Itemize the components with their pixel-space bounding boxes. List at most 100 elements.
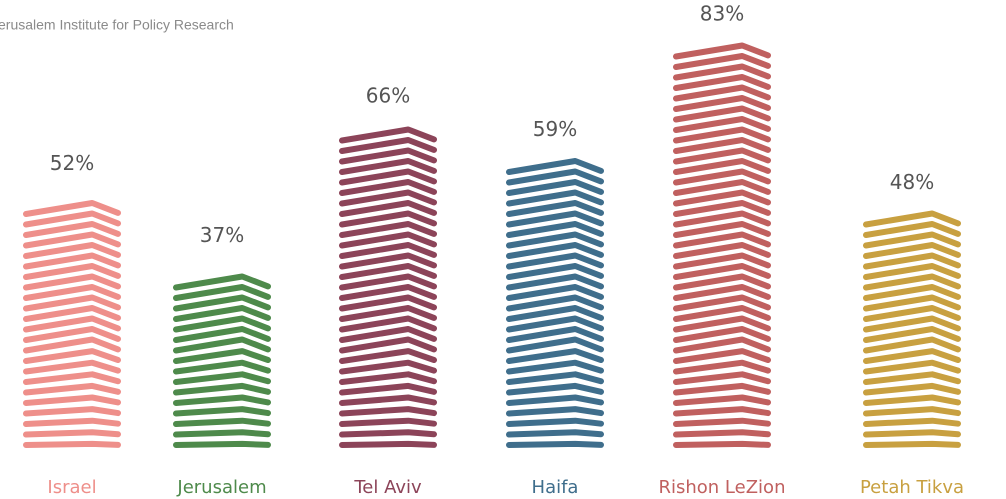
stripe [673, 263, 771, 280]
stripe [673, 200, 771, 217]
stripe [673, 63, 771, 81]
stripe [339, 168, 437, 186]
stripe [506, 263, 604, 280]
stripe [339, 179, 437, 196]
stripe [173, 326, 271, 343]
stripe [673, 294, 771, 312]
value-label: 59% [533, 117, 577, 141]
stripe [863, 305, 961, 322]
stripe [173, 371, 271, 385]
stripe [863, 263, 961, 280]
stripe [23, 231, 121, 249]
bar [506, 158, 604, 448]
stripe [673, 440, 771, 448]
stripe [173, 394, 271, 406]
stripe [23, 294, 121, 312]
stripe [863, 242, 961, 259]
category-label: Jerusalem [176, 477, 266, 498]
stripe [23, 336, 121, 354]
stripe [673, 231, 771, 249]
bar [339, 126, 437, 448]
category-label: Petah Tikva [860, 477, 964, 498]
stripe [339, 440, 437, 448]
source: Jerusalem Institute for Policy Research [0, 17, 234, 33]
stripe [339, 348, 437, 364]
stripe [23, 417, 121, 427]
stripe [673, 429, 771, 438]
value-label: 83% [700, 1, 744, 25]
stripe [339, 189, 437, 207]
stripe [173, 273, 271, 291]
stripe [506, 315, 604, 333]
stripe [339, 200, 437, 217]
value-label: 66% [366, 83, 410, 107]
stripe [23, 348, 121, 364]
stripe [506, 231, 604, 249]
stripe [23, 382, 121, 396]
stripe [23, 273, 121, 291]
stripe [506, 179, 604, 196]
stripe [863, 273, 961, 291]
stripe [673, 189, 771, 207]
stripe [863, 382, 961, 396]
category-label: Tel Aviv [353, 477, 422, 498]
stripe [673, 158, 771, 175]
stripe [173, 429, 271, 438]
stripe [339, 382, 437, 396]
stripe [506, 305, 604, 322]
stripe [863, 359, 961, 375]
stripe [173, 359, 271, 375]
stripe [863, 221, 961, 238]
stripe [173, 315, 271, 333]
stripe [23, 429, 121, 438]
stripe [23, 440, 121, 448]
stripe [863, 336, 961, 354]
stripe [23, 406, 121, 417]
stripe [673, 326, 771, 343]
stripe [173, 417, 271, 427]
stripe [673, 406, 771, 417]
stripe [23, 284, 121, 301]
stripe [673, 382, 771, 396]
stripe [339, 359, 437, 375]
value-label: 37% [200, 223, 244, 247]
stripe [173, 348, 271, 364]
stripe [506, 221, 604, 238]
stripe [673, 284, 771, 301]
stripe [506, 326, 604, 343]
stripe [673, 126, 771, 144]
stripe [673, 137, 771, 154]
stripe [339, 252, 437, 270]
stripe [506, 168, 604, 186]
stripe [339, 158, 437, 175]
stripe [339, 394, 437, 406]
stripe [339, 284, 437, 301]
stripe [23, 315, 121, 333]
stripe [673, 315, 771, 333]
category-label: Haifa [532, 477, 579, 498]
stripe [673, 53, 771, 70]
stripe [673, 74, 771, 91]
stripe [506, 189, 604, 207]
bar [673, 42, 771, 448]
stripe [339, 210, 437, 228]
stripe [173, 406, 271, 417]
stripe [506, 394, 604, 406]
category-label: Rishon LeZion [659, 477, 786, 498]
stripe [506, 440, 604, 448]
stripe [339, 315, 437, 333]
stripe [673, 394, 771, 406]
stripe [673, 348, 771, 364]
stripe [173, 294, 271, 312]
stripe [506, 200, 604, 217]
stripe [339, 231, 437, 249]
stripe [673, 242, 771, 259]
stripe [339, 263, 437, 280]
stripe [673, 252, 771, 270]
stripe [339, 147, 437, 165]
stripe [506, 252, 604, 270]
stripe [863, 371, 961, 385]
stripe [863, 429, 961, 438]
stripe [339, 429, 437, 438]
bar [23, 200, 121, 448]
